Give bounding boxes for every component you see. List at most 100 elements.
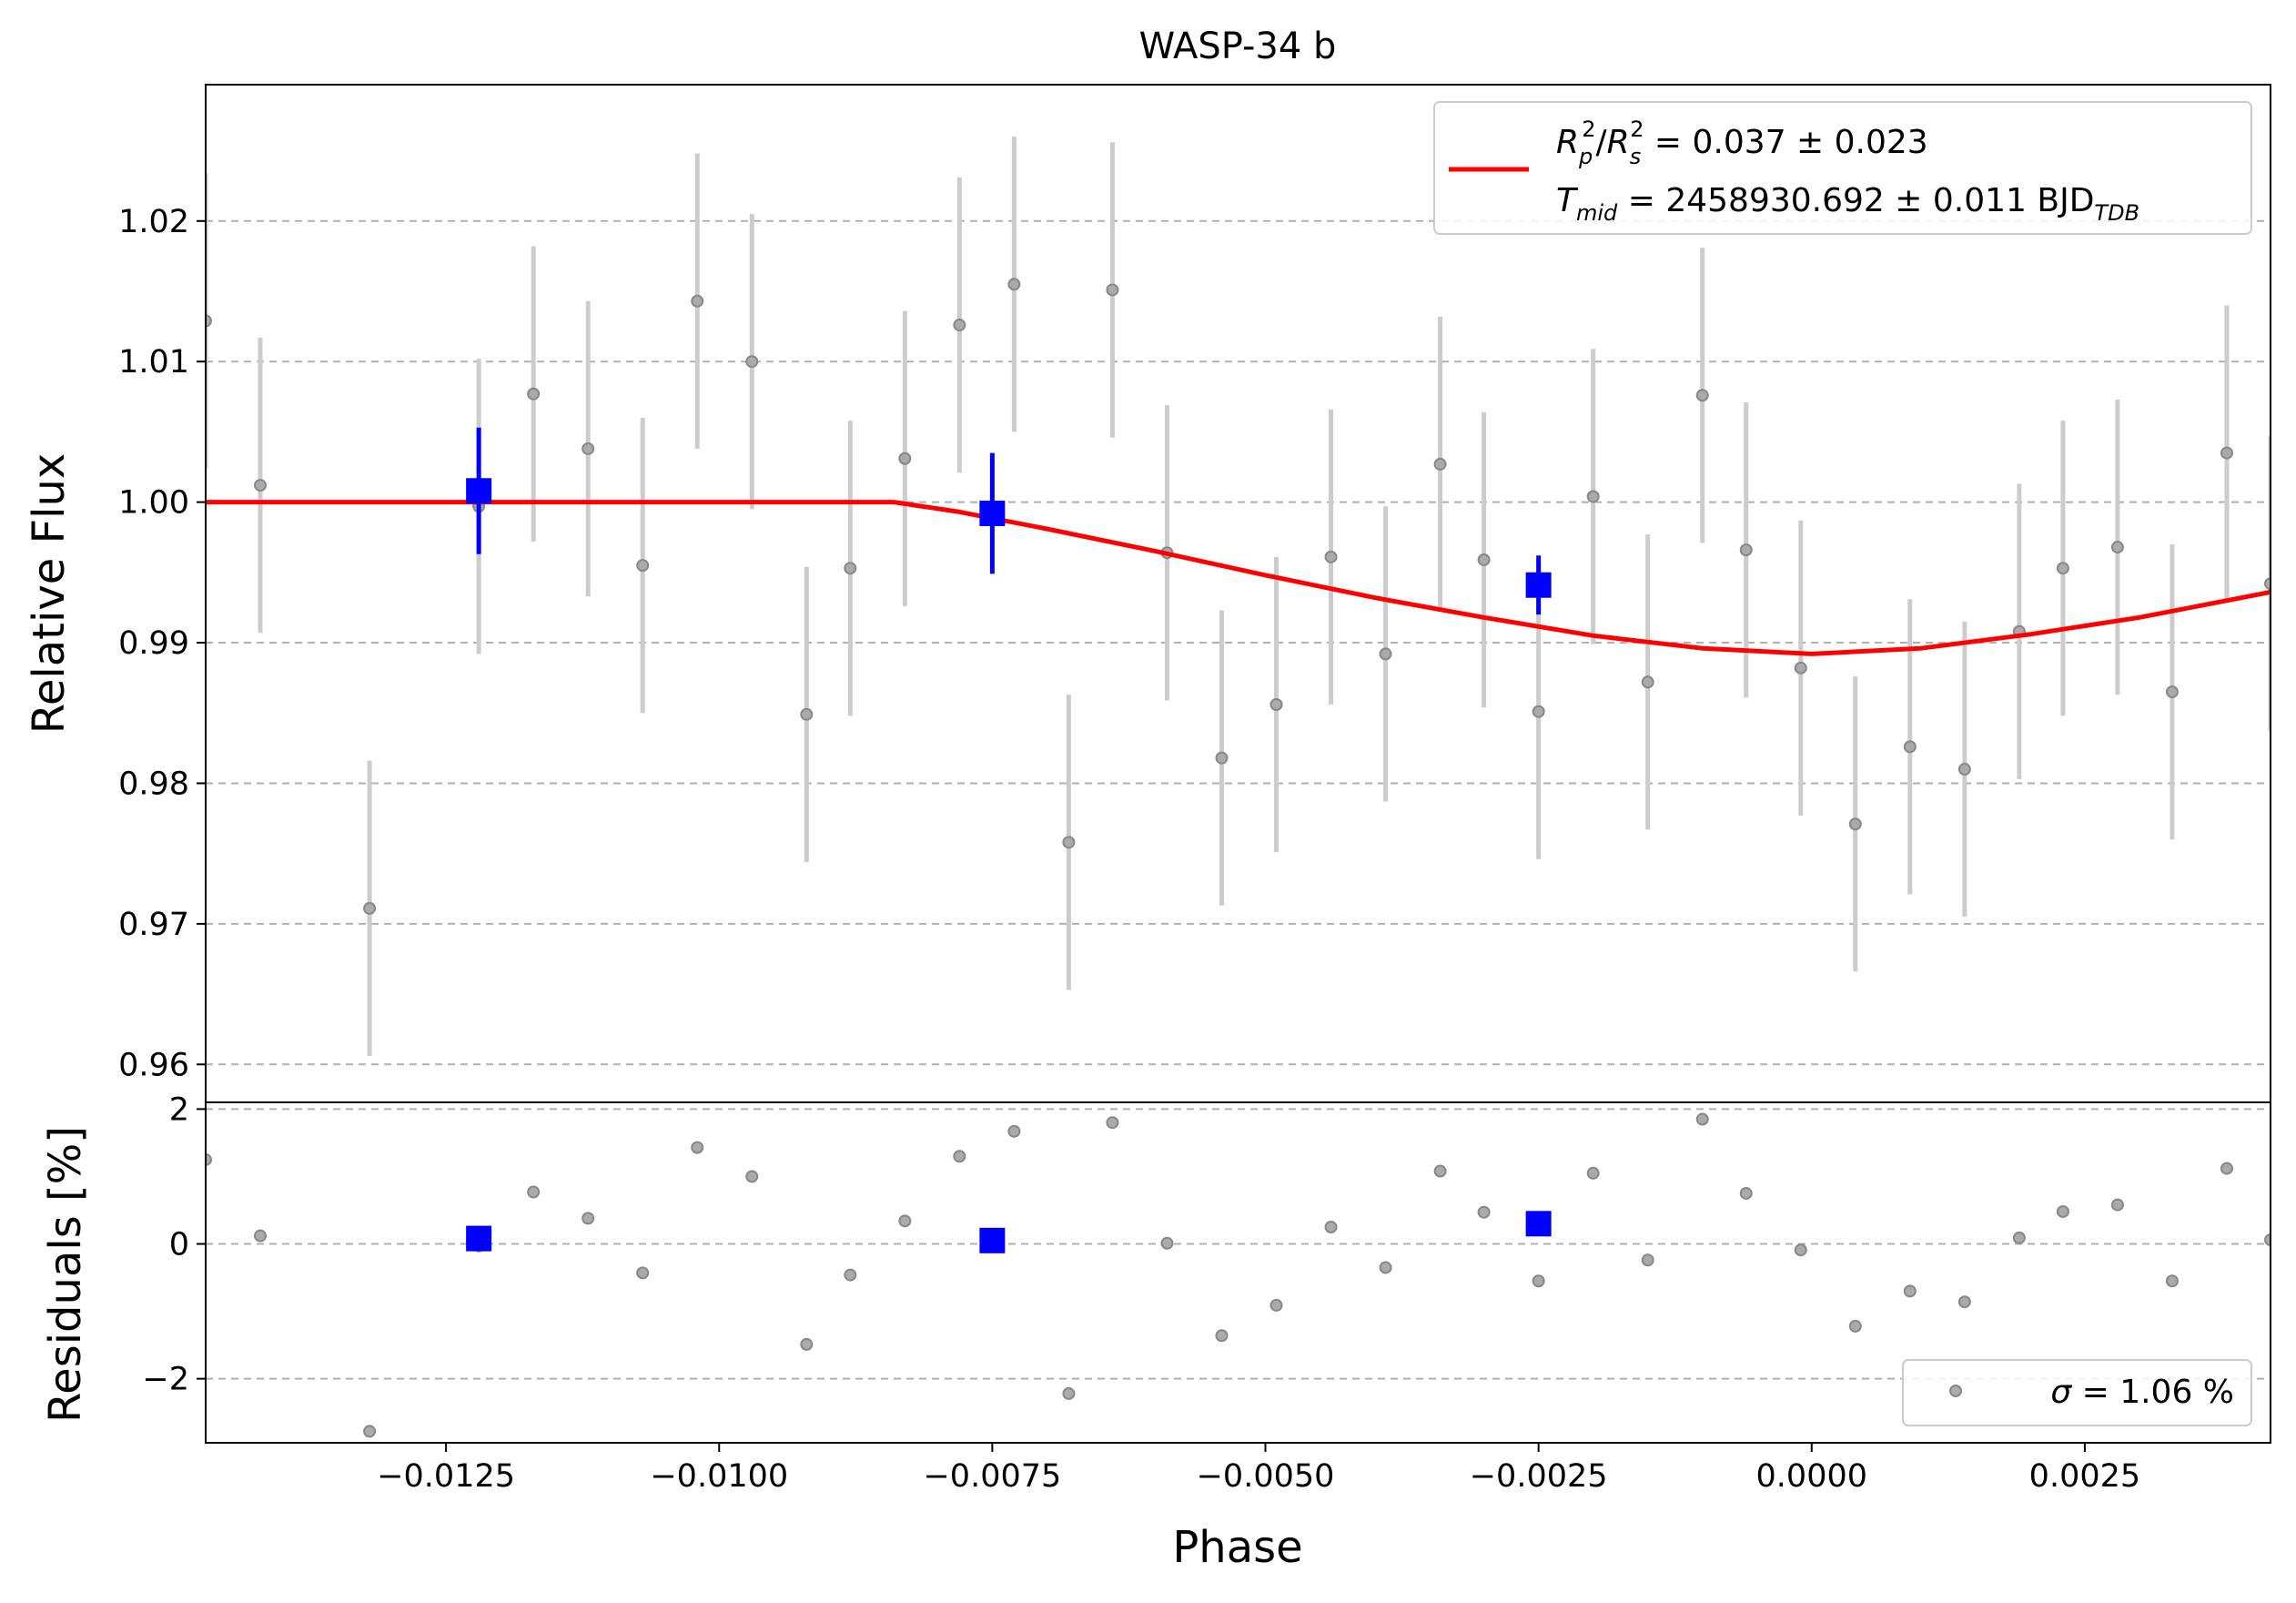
residuals-y-axis-label: Residuals [%] [40, 1126, 91, 1423]
legend-mid-time: Tmid = 2458930.692 ± 0.011 BJDTDB [1556, 182, 2139, 226]
phase-x-tick-label: −0.0075 [923, 1458, 1061, 1495]
residuals-y-tick-label: 0 [169, 1227, 189, 1263]
residuals-data-points [206, 1112, 2271, 1438]
residual-data-point [1641, 1253, 1654, 1267]
residual-data-point [1379, 1261, 1392, 1274]
residual-data-point [1739, 1186, 1753, 1200]
residual-data-point [2012, 1231, 2026, 1244]
residuals-y-tick-label: 2 [169, 1091, 189, 1128]
legend-mid-time-value: = 2458930.692 ± 0.011 BJD [1617, 182, 2094, 219]
residual-data-point [1477, 1205, 1491, 1219]
legend-tdb-subscript: TDB [2094, 200, 2139, 226]
legend-rp-subscript: p [1578, 144, 1593, 169]
phase-x-axis-label: Phase [1172, 1522, 1302, 1573]
flux-data-point [1794, 661, 1807, 675]
flux-y-tick-label: 0.96 [118, 1047, 189, 1083]
phase-x-ticks: −0.0125 −0.0100 −0.0075 −0.0050 −0.0025 0.000… [377, 1443, 2140, 1495]
sigma-legend: σ = 1.06 % [1902, 1359, 2252, 1426]
residual-binned-point [979, 1227, 1006, 1253]
residual-data-point [2264, 1233, 2271, 1247]
residual-data-point [1957, 1295, 1971, 1309]
sigma-legend-box [1902, 1359, 2252, 1426]
flux-data-point [1739, 543, 1753, 557]
residual-data-point [1215, 1329, 1229, 1343]
sigma-legend-text: σ = 1.06 % [2050, 1374, 2234, 1411]
flux-data-point [2110, 541, 2124, 554]
residuals-binned-points [466, 1211, 1552, 1253]
flux-binned-points [466, 427, 1552, 615]
phase-x-tick-label: −0.0025 [1470, 1458, 1608, 1495]
residual-data-point [745, 1170, 759, 1183]
flux-data-point [1532, 705, 1545, 718]
sigma-value: = 1.06 % [2071, 1374, 2234, 1411]
flux-y-axis-label: Relative Flux [24, 453, 75, 735]
legend-slash: / [1596, 124, 1608, 161]
phase-x-tick-label: −0.0100 [650, 1458, 788, 1495]
residual-data-point [254, 1229, 268, 1243]
legend-radius-ratio-value: = 0.037 ± 0.023 [1644, 124, 1927, 161]
flux-binned-point [466, 478, 492, 504]
flux-data-point [1848, 817, 1862, 831]
phase-x-tick-label: 0.0000 [1756, 1458, 1867, 1495]
residual-data-point [1586, 1166, 1600, 1180]
flux-data-point [2165, 685, 2179, 699]
residual-data-point [1007, 1124, 1021, 1138]
legend-rs-superscript: 2 [1630, 117, 1644, 142]
legend-t-symbol: T [1556, 182, 1579, 219]
residual-data-point [2165, 1274, 2179, 1288]
flux-y-ticks: 0.96 0.97 0.98 0.99 1.00 1.01 1.02 [118, 204, 206, 1083]
residual-binned-point [466, 1225, 492, 1252]
flux-data-point [691, 294, 704, 308]
flux-data-point [844, 562, 857, 575]
residuals-panel: −2 0 2 −0.0125 −0.0100 −0.0075 −0.0050 −0.0025… [40, 1091, 2271, 1573]
flux-y-tick-label: 0.97 [118, 907, 189, 943]
flux-data-point [363, 901, 377, 915]
residual-data-point [898, 1214, 912, 1228]
residual-data-point [527, 1185, 541, 1199]
residual-data-point [636, 1266, 650, 1280]
fit-legend: Rp2/Rs2 = 0.037 ± 0.023 Tmid = 2458930.6… [1433, 101, 2252, 235]
flux-data-point [636, 559, 650, 573]
flux-data-point [1433, 457, 1447, 471]
flux-data-point [582, 441, 595, 455]
legend-rs-subscript: s [1630, 144, 1642, 169]
flux-data-point [1324, 550, 1338, 563]
legend-rp-symbol: R [1556, 124, 1579, 161]
flux-data-point [2264, 577, 2271, 591]
sigma-symbol: σ [2050, 1374, 2072, 1411]
residual-data-point [1532, 1274, 1545, 1288]
residual-data-point [953, 1150, 966, 1163]
flux-data-point [2220, 446, 2233, 460]
residual-data-point [2220, 1162, 2233, 1175]
flux-y-tick-label: 1.01 [118, 344, 189, 380]
fit-legend-box [1433, 101, 2252, 235]
residual-data-point [1848, 1319, 1862, 1333]
residual-data-point [1269, 1298, 1283, 1312]
flux-binned-point [1525, 572, 1552, 598]
flux-data-point [1586, 490, 1600, 503]
residual-data-point [2110, 1198, 2124, 1212]
residuals-y-tick-label: −2 [142, 1362, 189, 1398]
chart-title: WASP-34 b [1139, 25, 1337, 67]
flux-data-point [1957, 763, 1971, 776]
residual-data-point [1433, 1164, 1447, 1178]
residual-data-point [1695, 1112, 1709, 1126]
residual-data-point [1903, 1284, 1917, 1298]
residual-data-point [844, 1268, 857, 1282]
phase-x-tick-label: −0.0050 [1197, 1458, 1335, 1495]
residual-data-point [363, 1425, 377, 1438]
residual-data-point [2056, 1204, 2069, 1218]
phase-x-tick-label: −0.0125 [377, 1458, 515, 1495]
flux-data-point [206, 314, 212, 328]
flux-data-point [953, 319, 966, 332]
phase-x-tick-label: 0.0025 [2029, 1458, 2140, 1495]
residual-data-point [1106, 1116, 1119, 1130]
residual-data-point [1324, 1221, 1338, 1234]
residual-data-point [1062, 1386, 1076, 1400]
flux-data-point [1007, 278, 1021, 291]
residual-data-point [582, 1212, 595, 1225]
flux-data-point [898, 451, 912, 465]
flux-y-tick-label: 0.98 [118, 766, 189, 802]
residual-data-point [206, 1152, 212, 1166]
